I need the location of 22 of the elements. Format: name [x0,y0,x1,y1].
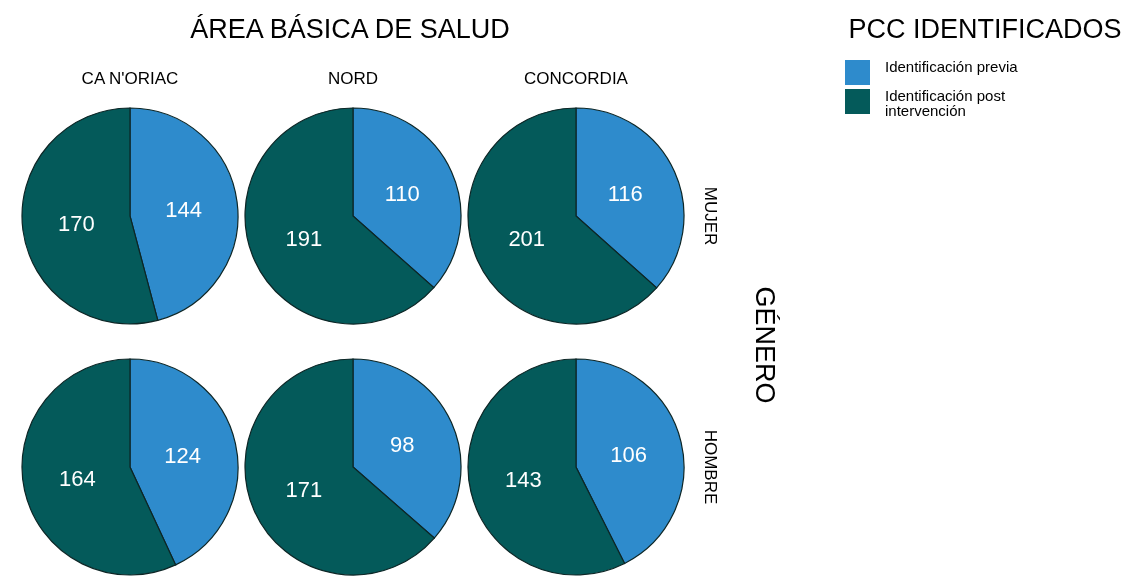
text: HOMBRE [700,429,720,505]
data-label: 98 [389,432,415,458]
text: GÉNERO [750,286,780,404]
text: CA N'ORIAC [81,69,179,88]
legend-label: Identificación previa [885,58,1019,75]
legend-title: PCC IDENTIFICADOS [848,14,1122,44]
data-label: 106 [610,442,647,468]
data-label: 164 [58,466,96,492]
data-label: 170 [58,210,95,236]
text: ÁREA BÁSICA DE SALUD [190,14,510,44]
data-label: 144 [165,196,202,222]
data-label: 191 [285,225,323,251]
data-label: 110 [384,181,420,207]
data-label: 124 [164,442,202,468]
chart-title: CONCORDIA [524,69,629,88]
legend-label: Identificación post intervención [885,87,1006,119]
chart-title: NORD [327,69,379,88]
data-label: 201 [508,225,546,251]
data-label: 116 [607,181,643,207]
data-label: 143 [505,466,542,492]
text: MUJER [700,186,720,246]
data-label: 171 [285,476,323,502]
